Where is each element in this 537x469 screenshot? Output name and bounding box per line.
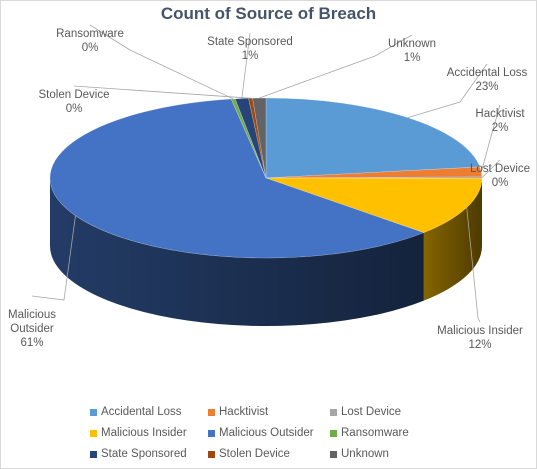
leader-line	[481, 159, 501, 178]
legend-item-unknown: Unknown	[330, 448, 389, 460]
legend-item-malicious-outsider: Malicious Outsider	[208, 427, 314, 439]
leader-line	[241, 32, 251, 99]
pie-chart: Accidental Loss 23% Hacktivist 2% Lost Devic…	[8, 24, 530, 351]
data-label-malicious-insider: Malicious Insider 12%	[437, 325, 523, 351]
legend-item-ransomware: Ransomware	[330, 427, 409, 439]
chart-title: Count of Source of Breach	[160, 4, 377, 23]
legend-swatch	[208, 408, 215, 416]
legend-label: Ransomware	[341, 427, 409, 439]
legend-label: Lost Device	[341, 406, 402, 418]
data-label-stolen-device: Stolen Device 0%	[39, 89, 110, 115]
leader-line	[31, 215, 76, 301]
pie-side-shade	[50, 178, 424, 327]
leader-line	[480, 104, 501, 173]
legend-label: Hacktivist	[219, 406, 269, 418]
data-label-malicious-outsider: Malicious Outsider 61%	[8, 309, 56, 349]
data-label-state-sponsored: State Sponsored 1%	[207, 36, 293, 62]
pie-slice-unknown	[252, 97, 267, 179]
leader-line	[466, 207, 481, 323]
legend-label: Malicious Outsider	[219, 427, 314, 439]
legend-label: Accidental Loss	[101, 406, 182, 418]
data-label-hacktivist: Hacktivist 2%	[475, 108, 525, 134]
legend-item-malicious-insider: Malicious Insider	[90, 427, 187, 439]
legend-swatch	[90, 450, 97, 458]
legend-label: Malicious Insider	[101, 427, 187, 439]
legend-swatch	[208, 429, 215, 437]
legend-item-accidental-loss: Accidental Loss	[90, 406, 182, 418]
data-label-ransomware: Ransomware 0%	[56, 28, 124, 54]
legend-item-stolen-device: Stolen Device	[208, 448, 290, 460]
leader-line	[89, 24, 234, 100]
leader-line	[73, 85, 251, 99]
legend-swatch	[330, 450, 337, 458]
legend-swatch	[330, 429, 337, 437]
legend-swatch	[90, 408, 97, 416]
legend-label: Unknown	[341, 448, 389, 460]
legend-swatch	[90, 429, 97, 437]
pie-slice-malicious-outsider	[49, 98, 425, 259]
legend-item-lost-device: Lost Device	[330, 406, 401, 418]
legend-item-state-sponsored: State Sponsored	[90, 448, 187, 460]
legend-item-hacktivist: Hacktivist	[208, 406, 268, 418]
data-label-lost-device: Lost Device 0%	[470, 163, 530, 189]
leader-line	[407, 63, 488, 119]
legend-label: State Sponsored	[101, 448, 187, 460]
data-label-unknown: Unknown 1%	[388, 38, 436, 64]
data-label-accidental-loss: Accidental Loss 23%	[447, 67, 528, 93]
legend-swatch	[330, 408, 337, 416]
legend-swatch	[208, 450, 215, 458]
leader-line	[259, 34, 413, 99]
pie-slice-accidental-loss	[265, 97, 481, 179]
legend-label: Stolen Device	[219, 448, 290, 460]
pie-side-shade	[423, 178, 482, 301]
